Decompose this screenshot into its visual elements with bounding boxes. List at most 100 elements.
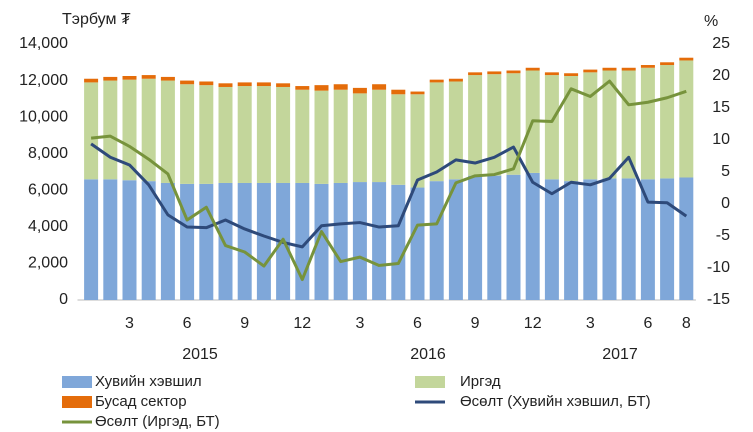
bar <box>295 86 310 90</box>
bar <box>160 80 175 183</box>
bar <box>448 78 463 82</box>
bar <box>199 81 214 86</box>
bar <box>237 182 252 300</box>
y-axis-label: Тэрбум ₮ <box>62 11 131 28</box>
bar <box>372 84 387 90</box>
x-tick-label: 3 <box>355 315 364 332</box>
bar <box>468 72 483 76</box>
bar <box>218 86 233 183</box>
bar <box>448 81 463 180</box>
bar <box>218 182 233 300</box>
bar <box>564 181 579 300</box>
bar <box>640 67 655 180</box>
bar <box>391 184 406 300</box>
x-tick-label: 8 <box>682 315 691 332</box>
bar <box>621 178 636 300</box>
bar <box>103 80 118 180</box>
y2-tick-label: 10 <box>712 131 730 148</box>
bar <box>141 181 156 300</box>
bar <box>621 67 636 71</box>
x-tick-label: 12 <box>293 315 311 332</box>
bar <box>564 73 579 76</box>
y2-tick-label: 0 <box>721 195 730 212</box>
bar <box>525 172 540 300</box>
bar <box>333 182 348 300</box>
x-tick-label: 9 <box>240 315 249 332</box>
line <box>90 79 687 282</box>
bar <box>410 94 425 188</box>
bar <box>122 79 137 181</box>
bar <box>468 75 483 176</box>
bar <box>640 179 655 300</box>
line <box>90 142 688 249</box>
legend-swatch <box>62 376 92 388</box>
y2-tick-label: -5 <box>716 227 730 244</box>
bar <box>276 83 291 87</box>
legend-label: Хувийн хэвшил <box>95 373 202 390</box>
y-tick-label: 14,000 <box>19 35 68 52</box>
bar <box>237 82 252 87</box>
bar <box>160 182 175 300</box>
y2-tick-label: -15 <box>707 291 730 308</box>
bar <box>602 67 617 71</box>
bar <box>256 82 271 87</box>
bar <box>660 178 675 300</box>
y-tick-label: 4,000 <box>28 218 68 235</box>
bar <box>372 89 387 183</box>
x-tick-label: 6 <box>413 315 422 332</box>
bar <box>468 175 483 300</box>
bar <box>679 60 694 178</box>
bar <box>410 187 425 300</box>
y-tick-label: 2,000 <box>28 255 68 272</box>
x-tick-label: 12 <box>524 315 542 332</box>
x-tick-label: 3 <box>586 315 595 332</box>
bar <box>256 182 271 300</box>
bar <box>660 62 675 66</box>
bar <box>103 179 118 300</box>
year-label: 2015 <box>182 346 218 363</box>
y2-tick-label: 15 <box>712 99 730 116</box>
bar <box>122 180 137 300</box>
bar <box>602 178 617 300</box>
bar <box>352 87 367 94</box>
bar <box>141 78 156 182</box>
bar <box>429 181 444 300</box>
bar <box>199 85 214 184</box>
bar <box>276 86 291 183</box>
bar <box>141 75 156 79</box>
bar <box>487 71 502 75</box>
bar <box>352 93 367 183</box>
bar <box>583 69 598 73</box>
bar <box>314 85 329 91</box>
legend-label: Бусад сектор <box>95 393 187 410</box>
bar <box>218 83 233 87</box>
bar <box>122 76 137 80</box>
legend-swatch <box>62 396 92 408</box>
bar <box>256 86 271 183</box>
bar <box>544 72 559 76</box>
y2-tick-label: 5 <box>721 163 730 180</box>
bar <box>84 78 99 83</box>
bar <box>679 177 694 300</box>
bar <box>679 57 694 61</box>
bar <box>160 76 175 81</box>
bar <box>525 67 540 71</box>
bar <box>103 76 118 81</box>
bar <box>352 182 367 300</box>
y2-tick-label: 20 <box>712 67 730 84</box>
bar <box>199 183 214 300</box>
bar <box>295 89 310 183</box>
legend-label: Өсөлт (Иргэд, БТ) <box>95 413 220 430</box>
bar <box>180 80 195 85</box>
bar <box>621 70 636 179</box>
bar <box>180 183 195 300</box>
bar <box>583 179 598 300</box>
year-label: 2017 <box>602 346 638 363</box>
bar <box>180 84 195 184</box>
bar <box>487 74 502 176</box>
bar <box>506 174 521 300</box>
bar <box>602 70 617 179</box>
y2-tick-label: -10 <box>707 259 730 276</box>
bar <box>583 72 598 180</box>
